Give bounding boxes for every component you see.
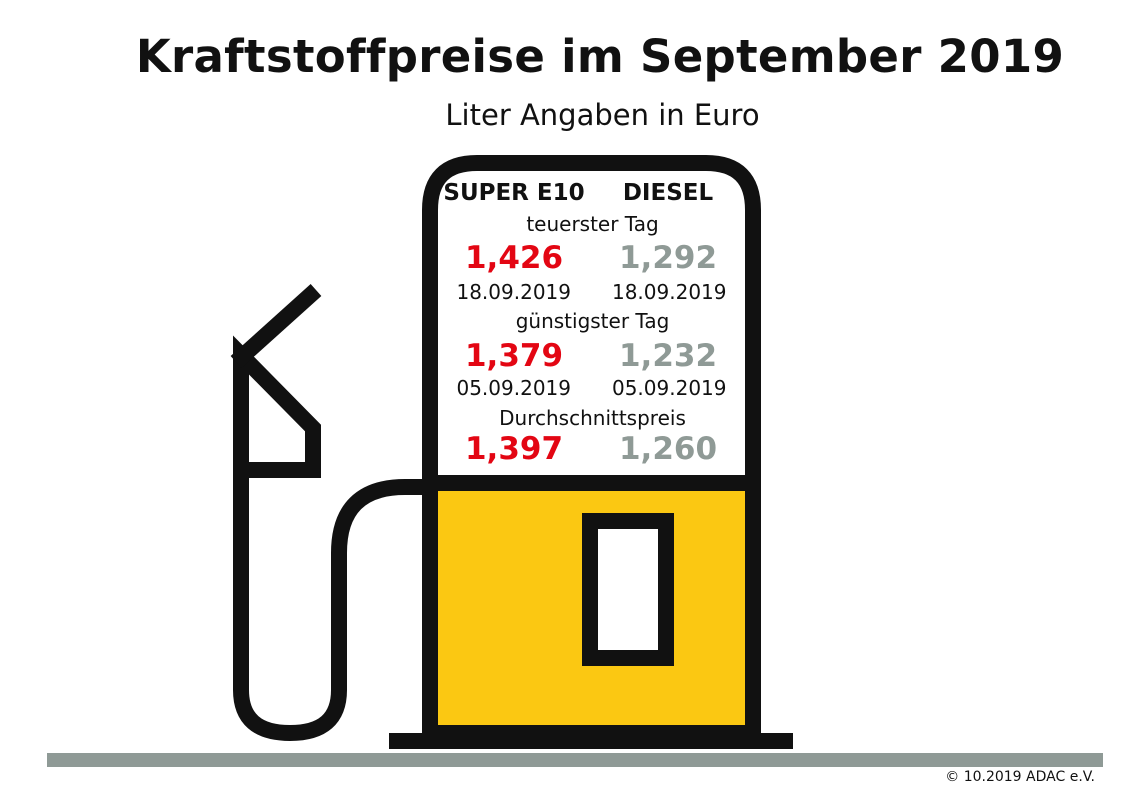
ground-bar — [47, 753, 1103, 767]
header-diesel: DIESEL — [622, 180, 714, 206]
page-subtitle: Liter Angaben in Euro — [445, 98, 760, 132]
super-date-min: 05.09.2019 — [456, 376, 571, 400]
diesel-date-max: 18.09.2019 — [611, 280, 727, 304]
dates-cheapest: 05.09.2019 05.09.2019 — [440, 376, 745, 400]
super-date-max: 18.09.2019 — [456, 280, 571, 304]
label-cheapest-day: günstigster Tag — [515, 309, 670, 333]
label-most-expensive-day: teuerster Tag — [526, 212, 659, 236]
prices-average: 1,397 1,260 — [440, 431, 745, 467]
diesel-price-min: 1,232 — [618, 338, 718, 374]
pump-base — [389, 733, 793, 749]
pump-hose — [233, 470, 430, 742]
diesel-price-max: 1,292 — [618, 240, 718, 276]
nozzle-icon — [233, 335, 321, 478]
label-average-price: Durchschnittspreis — [499, 406, 686, 430]
super-price-min: 1,379 — [464, 338, 564, 374]
pump-window — [582, 513, 674, 666]
super-price-max: 1,426 — [464, 240, 564, 276]
pump-display-frame — [422, 155, 761, 491]
nozzle-spout — [230, 284, 322, 368]
header-super-e10: SUPER E10 — [443, 180, 585, 206]
super-price-avg: 1,397 — [464, 431, 564, 467]
copyright-footer: © 10.2019 ADAC e.V. — [945, 769, 1095, 785]
dates-most-expensive: 18.09.2019 18.09.2019 — [440, 280, 745, 304]
prices-most-expensive: 1,426 1,292 — [440, 240, 745, 276]
diesel-price-avg: 1,260 — [618, 431, 718, 467]
page-title: Kraftstoffpreise im September 2019 — [135, 30, 1065, 83]
prices-cheapest: 1,379 1,232 — [440, 338, 745, 374]
price-panel: SUPER E10 DIESEL teuerster Tag 1,426 1,2… — [440, 178, 745, 473]
diesel-date-min: 05.09.2019 — [611, 376, 727, 400]
column-headers: SUPER E10 DIESEL — [440, 180, 745, 206]
